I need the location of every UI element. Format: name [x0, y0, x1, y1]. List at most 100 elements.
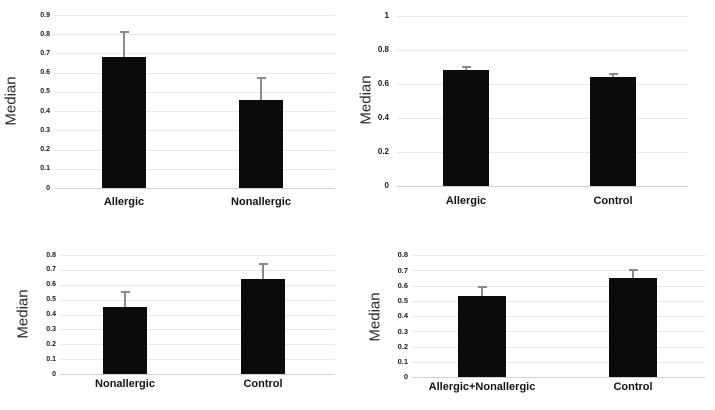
error-bar-cap: [257, 77, 266, 80]
gridline: [55, 72, 335, 74]
category-label: Nonallergic: [231, 196, 291, 208]
gridline: [412, 316, 705, 317]
error-bar-cap: [259, 262, 268, 265]
gridline: [412, 361, 705, 363]
chart-allergic-vs-nonallergic: Median 0.9 0.8 0.7 0.6 0.5 0.4 0.3 0.2 0.1 0 Allerg…: [0, 0, 348, 218]
error-bar-cap: [478, 286, 487, 289]
y-tick-label: 0: [52, 370, 56, 378]
bar: [590, 77, 636, 186]
gridline: [397, 118, 688, 119]
bar: [443, 70, 489, 186]
gridline: [60, 269, 335, 271]
error-bar: [632, 270, 634, 280]
y-tick-label: 0: [384, 181, 389, 190]
y-tick-label: 0.5: [46, 296, 56, 304]
gridline: [60, 255, 335, 256]
x-axis-line: [60, 374, 335, 375]
gridline: [412, 255, 705, 256]
y-axis-label: Median: [2, 76, 20, 126]
gridline: [55, 15, 335, 16]
bar: [241, 278, 285, 374]
chart-nonallergic-vs-control: Median 0.8 0.7 0.6 0.5 0.4 0.3 0.2 0.1 0 Nonallerg…: [0, 228, 348, 408]
x-axis-line: [397, 186, 688, 187]
error-bar-cap: [120, 31, 129, 34]
y-tick-label: 0.2: [377, 147, 389, 156]
y-tick-label: 1: [384, 11, 389, 20]
bar: [458, 296, 506, 377]
error-bar: [124, 292, 126, 310]
x-axis-line: [55, 188, 335, 189]
y-tick-label: 0.4: [40, 107, 50, 115]
gridline: [412, 300, 705, 302]
y-tick-label: 0.1: [40, 165, 50, 173]
category-label: Nonallergic: [95, 378, 155, 390]
y-tick-label: 0.8: [40, 30, 50, 38]
y-tick-label: 0.8: [46, 251, 56, 259]
y-tick-label: 0.2: [46, 340, 56, 348]
gridline: [397, 152, 688, 153]
gridline: [412, 346, 705, 348]
gridline: [60, 344, 335, 346]
y-tick-label: 0.1: [397, 357, 408, 366]
gridline: [55, 34, 335, 36]
gridline: [60, 329, 335, 331]
category-label: Allergic: [103, 196, 145, 208]
gridline: [412, 285, 705, 287]
y-tick-label: 0.3: [397, 326, 408, 336]
gridline: [55, 111, 335, 113]
error-bar: [262, 263, 264, 281]
gridline: [55, 168, 335, 170]
y-tick-label: 0.7: [397, 265, 408, 275]
gridline: [60, 299, 335, 301]
y-tick-label: 0.3: [46, 325, 56, 333]
y-tick-label: 0.5: [40, 88, 50, 96]
y-tick-label: 0.6: [377, 79, 389, 88]
category-label: Allergic: [445, 195, 487, 207]
gridline: [60, 314, 335, 316]
error-bar-cap: [629, 269, 638, 272]
x-axis-line: [412, 377, 705, 378]
bar: [103, 307, 147, 374]
gridline: [397, 50, 688, 51]
error-bar: [612, 73, 614, 80]
chart-allergic-plus-nonallergic-vs-control: Median 0.8 0.7 0.6 0.5 0.4 0.3 0.2 0.1 0 Allergic+…: [348, 228, 715, 408]
gridline: [55, 130, 335, 132]
y-tick-label: 0.4: [397, 311, 408, 321]
error-bar: [465, 67, 467, 73]
error-bar-cap: [121, 291, 130, 294]
y-tick-label: 0: [403, 372, 408, 382]
y-tick-label: 0.7: [40, 49, 50, 57]
category-label: Control: [243, 378, 283, 390]
y-tick-label: 0.9: [40, 11, 50, 19]
error-bar-cap: [462, 66, 471, 68]
y-tick-label: 0.4: [377, 113, 389, 122]
gridline: [397, 16, 688, 17]
category-label: Allergic+Nonallergic: [428, 381, 536, 393]
y-tick-label: 0.6: [40, 69, 50, 77]
gridline: [397, 84, 688, 85]
category-label: Control: [593, 195, 633, 207]
error-bar-cap: [609, 72, 618, 75]
y-tick-label: 0.5: [397, 296, 408, 305]
y-tick-label: 0: [46, 184, 50, 192]
gridline: [412, 270, 705, 272]
y-tick-label: 0.2: [397, 341, 408, 351]
bar: [239, 99, 283, 188]
gridline: [60, 284, 335, 286]
chart-allergic-vs-control: Median 1 0.8 0.6 0.4 0.2 0 Allergic Control: [348, 0, 715, 218]
y-tick-label: 0.6: [397, 280, 408, 290]
gridline: [60, 359, 335, 361]
y-tick-label: 0.7: [46, 266, 56, 274]
y-tick-label: 0.1: [46, 355, 56, 363]
gridline: [412, 331, 705, 333]
gridline: [55, 149, 335, 151]
y-tick-label: 0.8: [377, 45, 389, 54]
bar: [102, 57, 146, 188]
category-label: Control: [613, 381, 653, 393]
error-bar: [123, 32, 125, 60]
bar: [609, 277, 657, 377]
y-tick-label: 0.2: [40, 146, 50, 154]
error-bar: [260, 78, 262, 102]
y-tick-label: 0.6: [46, 281, 56, 289]
